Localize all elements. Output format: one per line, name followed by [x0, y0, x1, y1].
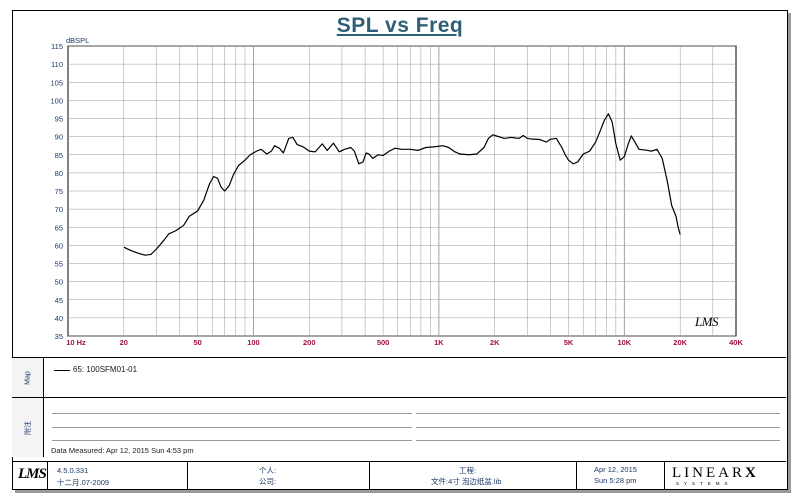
footer-project-cell: 工程: 文件:4寸 泡边纸盆.lib: [369, 462, 577, 489]
chart-title: SPL vs Freq: [336, 14, 464, 37]
footer-time: Sun 5:28 pm: [594, 476, 637, 485]
y-tick-label: 85: [55, 151, 63, 160]
brand-main: LINEAR: [672, 465, 745, 481]
y-tick-label: 75: [55, 187, 63, 196]
y-tick-label: 105: [50, 78, 63, 87]
y-tick-label: 70: [55, 205, 63, 214]
version-number: 4.5.0.331: [57, 466, 89, 475]
footer-date: Apr 12, 2015: [594, 465, 637, 474]
brand-sub: SYSTEMS: [676, 481, 733, 486]
footer-date-cell: Apr 12, 2015 Sun 5:28 pm: [576, 462, 665, 489]
y-tick-label: 80: [55, 169, 63, 178]
y-tick-label: 115: [51, 42, 63, 51]
version-date: 十二月.07-2009: [57, 478, 110, 487]
notes-tab[interactable]: 附注: [12, 398, 44, 457]
spl-trace-line: [123, 113, 681, 256]
y-tick-label: 40: [55, 314, 63, 323]
y-tick-label: 60: [55, 241, 63, 250]
legend-panel: Map 65: 100SFM01-01: [12, 357, 786, 398]
y-tick-label: 65: [55, 223, 63, 232]
x-tick-label: 1K: [434, 338, 444, 347]
x-tick-label: 5K: [564, 338, 574, 347]
x-tick-label: 40K: [729, 338, 743, 347]
y-tick-label: 50: [55, 278, 63, 287]
y-tick-label: 35: [55, 332, 63, 341]
date-measured: Data Measured: Apr 12, 2015 Sun 4:53 pm: [51, 446, 194, 455]
legend-entry[interactable]: 65: 100SFM01-01: [73, 365, 138, 374]
lms-watermark: LMS: [695, 314, 719, 329]
x-tick-label: 50: [193, 338, 201, 347]
legend-line-swatch: [54, 370, 70, 371]
x-tick-label: 20: [120, 338, 128, 347]
y-tick-label: 45: [55, 296, 63, 305]
lms-logo: LMS: [18, 466, 47, 482]
y-tick-label: 55: [55, 260, 63, 269]
x-tick-label: 10 Hz: [66, 338, 86, 347]
company-label: 公司:: [259, 477, 277, 486]
x-tick-label: 200: [303, 338, 316, 347]
y-axis-unit-label: dBSPL: [66, 36, 89, 45]
footer-logo-cell: LMS: [12, 462, 48, 489]
x-tick-label: 2K: [490, 338, 500, 347]
notes-tab-label: 附注: [24, 420, 32, 435]
notes-panel: 附注 Data Measured: Apr 12, 2015 Sun 4:53 …: [12, 397, 786, 457]
file-label: 文件:4寸 泡边纸盆.lib: [431, 477, 502, 486]
note-line[interactable]: [416, 427, 780, 428]
legend-tab[interactable]: Map: [12, 358, 44, 398]
x-tick-label: 20K: [673, 338, 687, 347]
x-tick-label: 10K: [617, 338, 631, 347]
project-label: 工程:: [459, 466, 477, 475]
note-line[interactable]: [52, 440, 412, 441]
note-line[interactable]: [52, 413, 412, 414]
footer: LMS 4.5.0.331 十二月.07-2009 个人: 公司: 工程: 文件…: [12, 461, 786, 489]
footer-owner-cell: 个人: 公司:: [187, 462, 370, 489]
linearx-logo: LINEARX: [672, 465, 759, 482]
report-frame: [12, 10, 788, 490]
note-line[interactable]: [52, 427, 412, 428]
grid: [67, 45, 737, 337]
note-line[interactable]: [416, 413, 780, 414]
x-tick-label: 500: [377, 338, 390, 347]
footer-version-cell: 4.5.0.331 十二月.07-2009: [47, 462, 188, 489]
y-tick-label: 95: [55, 115, 63, 124]
tick-labels: 35 40 45 50 55 60 65 70 75 80 85 90 95 100 105 110 115 10…: [50, 36, 743, 347]
legend-tab-label: Map: [24, 371, 31, 385]
note-line[interactable]: [416, 440, 780, 441]
y-tick-label: 90: [55, 133, 63, 142]
spl-trace-layer: [123, 113, 681, 256]
x-tick-label: 100: [247, 338, 260, 347]
spl-chart: 35 40 45 50 55 60 65 70 75 80 85 90 95 100 105 110 115 10…: [50, 36, 743, 347]
y-tick-label: 100: [50, 96, 63, 105]
brand-x: X: [745, 465, 759, 481]
personal-label: 个人:: [259, 466, 277, 475]
y-tick-label: 110: [51, 60, 63, 69]
footer-brand-cell: LINEARX SYSTEMS: [664, 462, 786, 489]
